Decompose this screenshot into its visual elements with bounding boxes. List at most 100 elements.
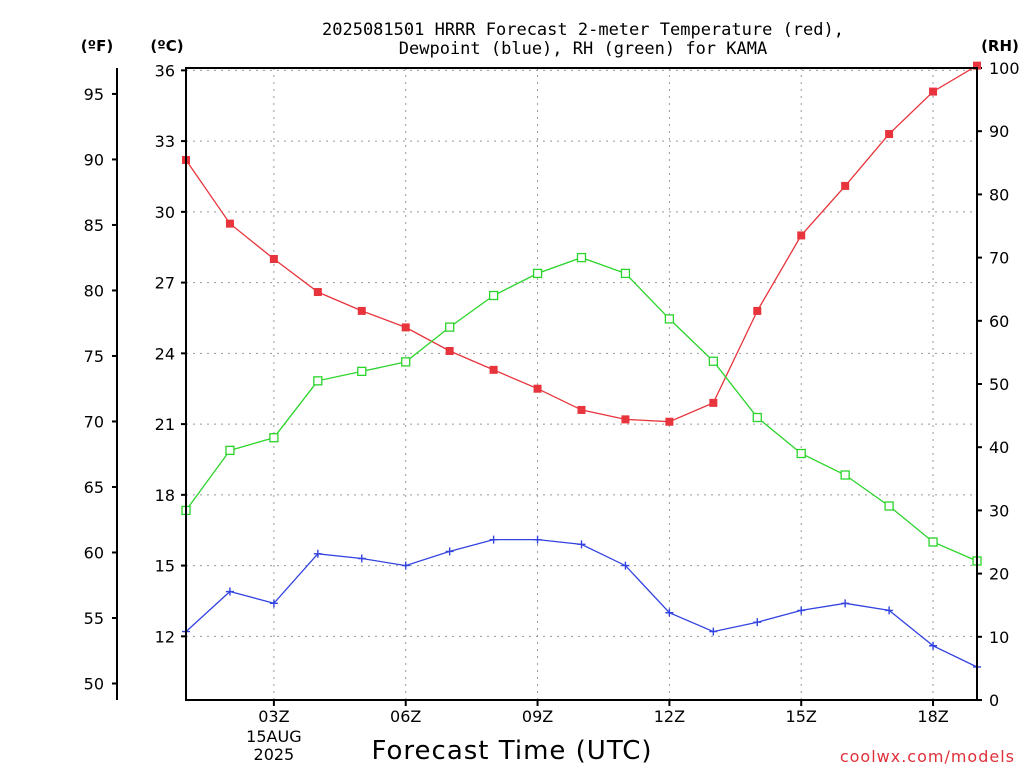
temperature-point xyxy=(533,384,542,393)
rh-point xyxy=(796,448,806,459)
celsius-tick-label: 27 xyxy=(155,274,175,293)
temperature-point xyxy=(665,417,674,426)
rh-point xyxy=(664,314,675,324)
rh-point xyxy=(708,356,718,366)
celsius-tick-label: 18 xyxy=(155,486,175,505)
rh-point xyxy=(269,433,279,443)
dewpoint-point xyxy=(225,587,234,596)
rh-tick-label: 20 xyxy=(989,565,1009,584)
dewpoint-point xyxy=(445,547,454,556)
x-tick-label: 15Z xyxy=(786,707,817,726)
fahrenheit-tick-label: 65 xyxy=(84,478,104,497)
celsius-tick-label: 36 xyxy=(155,61,175,80)
rh-tick-label: 0 xyxy=(989,691,999,710)
dewpoint-point xyxy=(841,599,850,608)
temperature-line xyxy=(185,65,978,423)
temperature-point xyxy=(885,130,894,139)
rh-unit-label: (RH) xyxy=(981,37,1019,55)
temperature-point xyxy=(797,231,806,240)
celsius-axis: 12 15 18 21 24 27 30 33 36 xyxy=(155,61,186,646)
series-dewpoint xyxy=(182,535,981,671)
fahrenheit-unit-label: (ºF) xyxy=(81,37,113,55)
rh-point xyxy=(488,290,499,301)
temperature-point xyxy=(621,415,630,424)
rh-point xyxy=(532,268,543,279)
rh-tick-label: 70 xyxy=(989,249,1009,268)
x-tick-label: 18Z xyxy=(917,707,948,726)
rh-tick-label: 60 xyxy=(989,312,1009,331)
temperature-point xyxy=(929,87,938,96)
fahrenheit-tick-label: 55 xyxy=(84,609,104,628)
grid xyxy=(186,68,977,700)
rh-point xyxy=(840,470,850,480)
celsius-tick-label: 24 xyxy=(155,344,175,363)
credit-text: coolwx.com/models xyxy=(840,747,1015,766)
temperature-point xyxy=(577,405,586,414)
rh-point xyxy=(576,252,587,263)
temperature-point xyxy=(709,398,718,407)
temperature-point xyxy=(357,306,366,315)
temperature-point xyxy=(445,346,454,355)
celsius-unit-label: (ºC) xyxy=(150,37,183,55)
x-tick-label: 12Z xyxy=(654,707,685,726)
rh-point xyxy=(884,501,894,511)
rh-tick-label: 80 xyxy=(989,185,1009,204)
dewpoint-point xyxy=(357,554,366,563)
x-axis-label: Forecast Time (UTC) xyxy=(371,736,652,766)
dewpoint-point xyxy=(929,641,938,650)
rh-tick-label: 30 xyxy=(989,501,1009,520)
chart-title-line-2: Dewpoint (blue), RH (green) for KAMA xyxy=(399,39,767,59)
rh-point xyxy=(225,445,235,456)
fahrenheit-tick-label: 90 xyxy=(84,150,104,169)
dewpoint-point xyxy=(753,618,762,627)
rh-axis: 0 10 20 30 40 50 60 70 80 90 100 xyxy=(977,59,1020,710)
temperature-point xyxy=(973,61,981,70)
series-temperature xyxy=(182,61,981,426)
temperature-point xyxy=(489,365,498,374)
rh-tick-label: 10 xyxy=(989,628,1009,647)
celsius-tick-label: 15 xyxy=(155,557,175,576)
dewpoint-point xyxy=(269,599,278,608)
rh-point xyxy=(620,268,631,279)
temperature-point xyxy=(401,323,410,332)
fahrenheit-tick-label: 50 xyxy=(84,674,104,693)
temperature-point xyxy=(841,181,850,190)
dewpoint-line xyxy=(185,538,978,668)
celsius-tick-label: 12 xyxy=(155,627,175,646)
rh-point xyxy=(445,322,455,332)
fahrenheit-tick-label: 85 xyxy=(84,216,104,235)
dewpoint-point xyxy=(577,540,586,549)
fahrenheit-tick-label: 75 xyxy=(84,347,104,366)
series-layer xyxy=(181,61,982,671)
dewpoint-point xyxy=(401,561,410,570)
x-tick-sublabel: 15AUG xyxy=(246,727,301,746)
x-tick-label: 06Z xyxy=(390,707,421,726)
celsius-tick-label: 33 xyxy=(155,132,175,151)
plot-frame xyxy=(185,67,978,701)
fahrenheit-tick-label: 95 xyxy=(84,85,104,104)
dewpoint-point xyxy=(621,561,630,570)
temperature-point xyxy=(269,255,278,264)
celsius-tick-label: 30 xyxy=(155,203,175,222)
dewpoint-point xyxy=(489,535,498,544)
fahrenheit-tick-label: 60 xyxy=(84,543,104,562)
dewpoint-point xyxy=(797,606,806,615)
celsius-tick-label: 21 xyxy=(155,415,175,434)
rh-point xyxy=(401,357,411,367)
rh-tick-label: 50 xyxy=(989,375,1009,394)
rh-point xyxy=(313,376,323,386)
temperature-point xyxy=(753,306,762,315)
fahrenheit-tick-label: 70 xyxy=(84,412,104,431)
dewpoint-point xyxy=(665,608,674,617)
dewpoint-point xyxy=(885,606,894,615)
rh-tick-label: 40 xyxy=(989,438,1009,457)
x-tick-sublabel: 2025 xyxy=(254,745,295,764)
temperature-point xyxy=(225,219,234,228)
rh-point xyxy=(752,412,762,423)
dewpoint-point xyxy=(709,627,718,636)
fahrenheit-axis: 50 55 60 65 70 75 80 85 90 95 xyxy=(84,68,118,700)
fahrenheit-tick-label: 80 xyxy=(84,281,104,300)
x-tick-label: 09Z xyxy=(522,707,553,726)
